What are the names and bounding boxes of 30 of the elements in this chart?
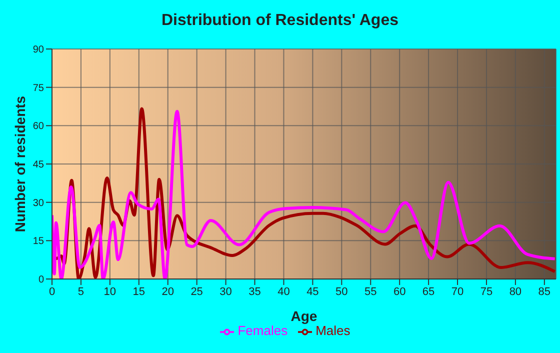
y-tick-label: 15 (32, 236, 44, 248)
x-tick-label: 65 (422, 286, 435, 298)
x-tick-label: 60 (393, 286, 406, 298)
x-tick-label: 80 (509, 286, 522, 298)
x-tick-label: 30 (220, 286, 232, 298)
y-tick-label: 75 (32, 82, 44, 94)
x-tick-label: 25 (190, 286, 203, 298)
x-tick-label: 5 (78, 286, 84, 298)
y-tick-label: 0 (38, 274, 44, 286)
x-tick-label: 45 (306, 286, 319, 298)
x-tick-label: 50 (336, 286, 348, 298)
x-tick-label: 10 (104, 286, 116, 298)
x-tick-label: 15 (132, 286, 146, 298)
x-tick-label: 55 (364, 286, 377, 298)
x-axis-title: Age (290, 308, 318, 324)
legend-label: Males (316, 323, 350, 338)
x-tick-label: 20 (162, 286, 174, 298)
chart-title: Distribution of Residents' Ages (160, 12, 400, 30)
x-tick-label: 70 (451, 286, 464, 298)
x-tick-label: 75 (480, 286, 493, 298)
x-tick-label: 40 (278, 286, 290, 298)
y-axis-title: Number of residents (12, 96, 28, 232)
y-tick-label: 45 (32, 160, 44, 171)
x-tick-label: 85 (538, 286, 551, 298)
x-tick-label: 35 (248, 286, 261, 298)
y-tick-label: 30 (32, 198, 44, 209)
y-tick-label: 90 (32, 44, 44, 56)
y-tick-label: 60 (32, 121, 44, 132)
legend-label: Females (238, 323, 288, 338)
x-tick-label: 0 (48, 286, 56, 298)
